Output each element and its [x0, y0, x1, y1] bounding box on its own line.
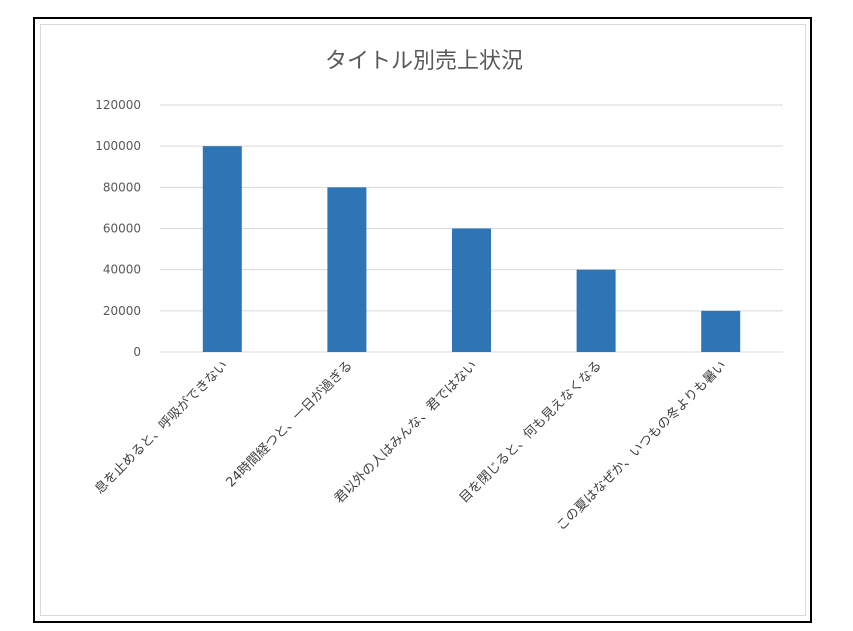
x-category-label: 君以外の人はみんな、君ではない: [332, 358, 481, 507]
y-tick-label: 0: [133, 345, 141, 359]
chart-area-frame: [40, 24, 806, 616]
y-tick-label: 60000: [103, 222, 141, 236]
y-axis-ticks: 0 20000 40000 60000 80000 100000 120000: [95, 98, 141, 359]
bar: [202, 146, 242, 352]
y-tick-label: 120000: [95, 98, 141, 112]
x-axis-labels: 息を止めると、呼吸ができない24時間経つと、一日が過ぎる君以外の人はみんな、君で…: [91, 358, 729, 534]
y-tick-label: 40000: [103, 263, 141, 277]
bar: [576, 269, 616, 352]
x-category-label: 24時間経つと、一日が過ぎる: [223, 358, 355, 490]
chart-outer-frame: [33, 17, 812, 623]
x-category-label: 目を閉じると、何も見えなくなる: [456, 358, 605, 507]
y-tick-label: 80000: [103, 180, 141, 194]
chart-title: タイトル別売上状況: [325, 49, 523, 74]
y-tick-label: 20000: [103, 304, 141, 318]
y-tick-label: 100000: [95, 139, 141, 153]
x-category-label: 息を止めると、呼吸ができない: [91, 358, 231, 498]
bar: [701, 310, 741, 352]
bar: [452, 228, 491, 352]
bars: [202, 146, 741, 352]
bar: [327, 187, 367, 352]
